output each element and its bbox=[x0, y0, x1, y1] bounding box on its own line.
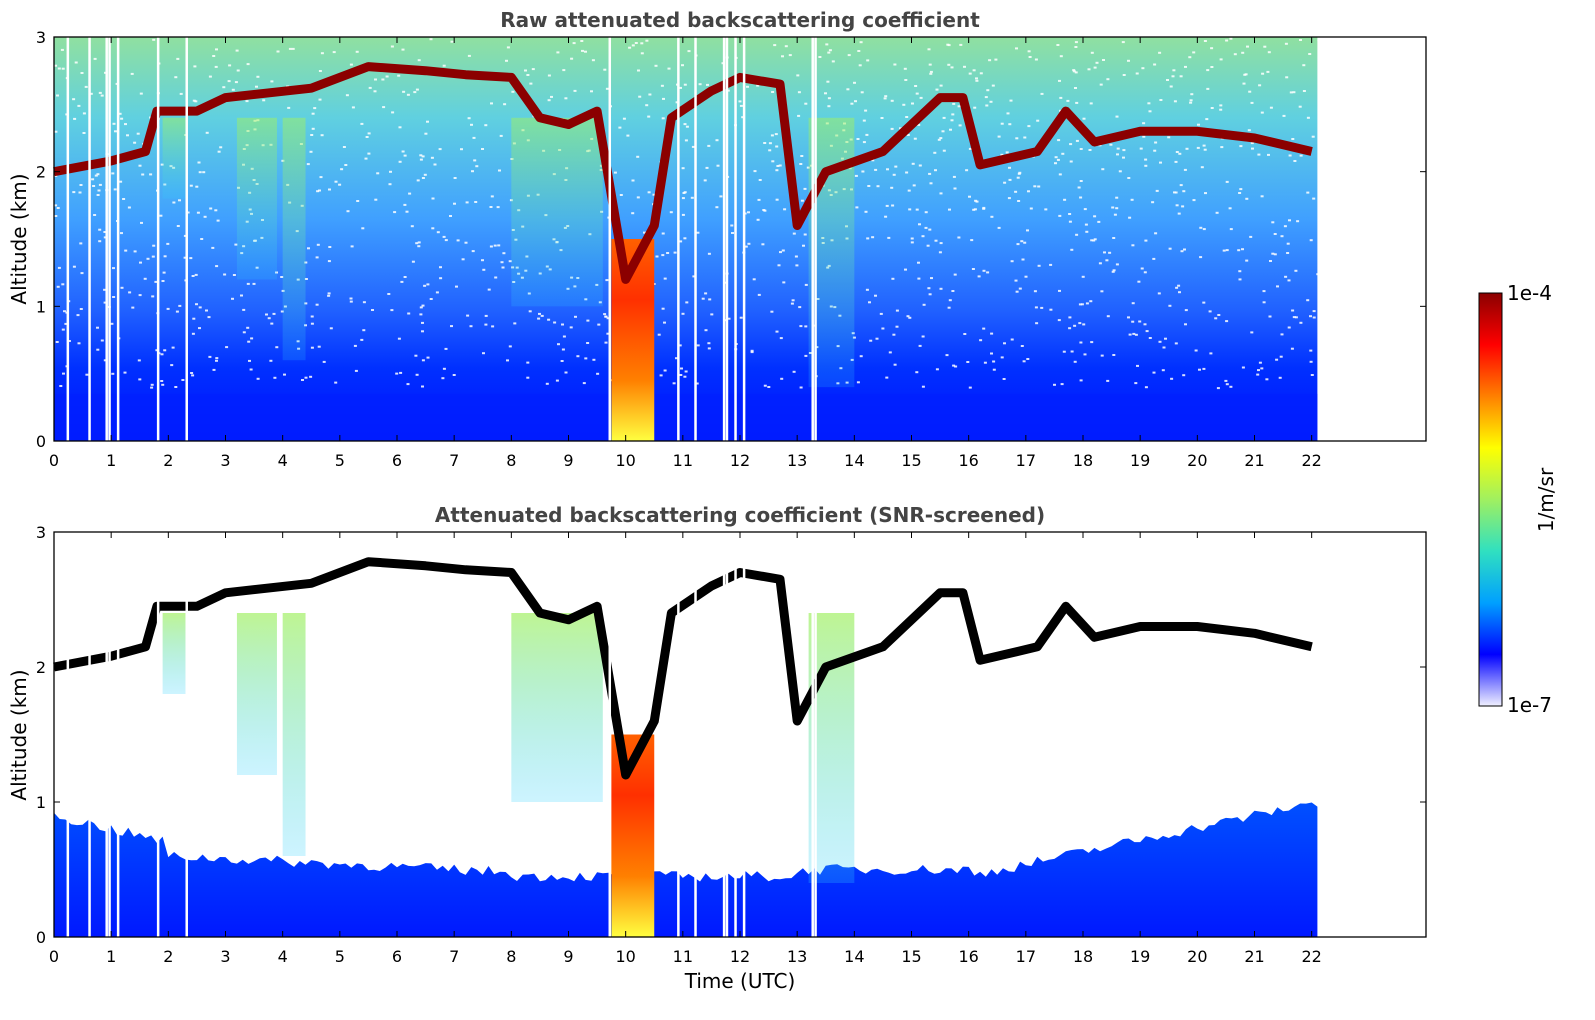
x-tick-label: 20 bbox=[1187, 947, 1207, 966]
x-tick-label: 15 bbox=[901, 947, 921, 966]
top-y-axis: 0 1 2 3 bbox=[36, 28, 1426, 451]
y-tick-label: 0 bbox=[36, 432, 46, 451]
x-tick-label: 21 bbox=[1244, 947, 1264, 966]
colorbar-unit-label: 1/m/sr bbox=[1534, 467, 1558, 532]
x-tick-label: 9 bbox=[563, 451, 573, 470]
x-tick-label: 11 bbox=[673, 451, 693, 470]
x-tick-label: 10 bbox=[615, 947, 635, 966]
x-tick-label: 17 bbox=[1016, 947, 1036, 966]
x-tick-label: 6 bbox=[392, 947, 402, 966]
x-tick-label: 15 bbox=[901, 451, 921, 470]
y-tick-label: 0 bbox=[36, 928, 46, 947]
x-tick-label: 7 bbox=[449, 947, 459, 966]
x-tick-label: 7 bbox=[449, 451, 459, 470]
colorbar-gradient bbox=[1478, 292, 1503, 707]
x-tick-label: 2 bbox=[163, 947, 173, 966]
x-tick-label: 22 bbox=[1301, 947, 1321, 966]
bottom-plot-area bbox=[53, 532, 1318, 937]
x-axis-label: Time (UTC) bbox=[684, 969, 796, 993]
colorbar: 1e-4 1e-7 1/m/sr bbox=[1478, 281, 1558, 717]
y-tick-label: 2 bbox=[36, 163, 46, 182]
x-tick-label: 14 bbox=[844, 451, 864, 470]
cloud-layer bbox=[53, 557, 1313, 780]
x-tick-label: 4 bbox=[278, 947, 288, 966]
y-tick-label: 3 bbox=[36, 523, 46, 542]
x-tick-label: 16 bbox=[958, 947, 978, 966]
boundary-layer bbox=[54, 802, 1318, 937]
x-tick-label: 8 bbox=[506, 947, 516, 966]
noise-speckle bbox=[54, 37, 1321, 390]
x-tick-label: 22 bbox=[1301, 451, 1321, 470]
x-tick-label: 3 bbox=[220, 947, 230, 966]
x-tick-label: 19 bbox=[1130, 451, 1150, 470]
colorbar-max-label: 1e-4 bbox=[1507, 281, 1552, 305]
x-tick-label: 0 bbox=[49, 947, 59, 966]
x-tick-label: 14 bbox=[844, 947, 864, 966]
bottom-x-axis: 0 1 2 3 4 5 6 7 8 9 10 11 12 13 14 15 16 17 18 19 20 21 22 bbox=[49, 532, 1322, 966]
bottom-y-axis-label: Altitude (km) bbox=[7, 669, 31, 800]
x-tick-label: 16 bbox=[958, 451, 978, 470]
x-tick-label: 5 bbox=[335, 451, 345, 470]
data-gaps bbox=[66, 532, 817, 937]
x-tick-label: 12 bbox=[730, 451, 750, 470]
near-ground-band bbox=[54, 393, 1318, 441]
x-tick-label: 20 bbox=[1187, 451, 1207, 470]
x-tick-label: 6 bbox=[392, 451, 402, 470]
top-panel: Raw attenuated backscattering coefficien… bbox=[7, 8, 1427, 470]
x-tick-label: 13 bbox=[787, 451, 807, 470]
x-tick-label: 3 bbox=[220, 451, 230, 470]
x-tick-label: 4 bbox=[278, 451, 288, 470]
y-tick-label: 1 bbox=[36, 793, 46, 812]
x-tick-label: 11 bbox=[673, 947, 693, 966]
x-tick-label: 18 bbox=[1073, 947, 1093, 966]
x-tick-label: 9 bbox=[563, 947, 573, 966]
x-tick-label: 21 bbox=[1244, 451, 1264, 470]
bottom-panel: Attenuated backscattering coefficient (S… bbox=[7, 503, 1427, 993]
x-tick-label: 19 bbox=[1130, 947, 1150, 966]
top-panel-title: Raw attenuated backscattering coefficien… bbox=[500, 8, 980, 32]
x-tick-label: 8 bbox=[506, 451, 516, 470]
y-tick-label: 1 bbox=[36, 297, 46, 316]
x-tick-label: 5 bbox=[335, 947, 345, 966]
data-gaps bbox=[66, 37, 817, 441]
x-tick-label: 2 bbox=[163, 451, 173, 470]
virga-streaks bbox=[162, 613, 855, 883]
x-tick-label: 1 bbox=[106, 451, 116, 470]
top-x-axis: 0 1 2 3 4 5 6 7 8 9 10 11 12 13 14 15 16 17 18 19 20 21 22 bbox=[49, 37, 1322, 470]
bottom-panel-title: Attenuated backscattering coefficient (S… bbox=[435, 503, 1045, 527]
y-tick-label: 3 bbox=[36, 28, 46, 47]
top-plot-area bbox=[53, 37, 1321, 441]
bottom-y-axis: 0 1 2 3 bbox=[36, 523, 1426, 947]
y-tick-label: 2 bbox=[36, 658, 46, 677]
x-tick-label: 12 bbox=[730, 947, 750, 966]
x-tick-label: 0 bbox=[49, 451, 59, 470]
cloud-layer bbox=[53, 62, 1313, 284]
x-tick-label: 1 bbox=[106, 947, 116, 966]
x-tick-label: 18 bbox=[1073, 451, 1093, 470]
top-y-axis-label: Altitude (km) bbox=[7, 173, 31, 304]
x-tick-label: 10 bbox=[615, 451, 635, 470]
x-tick-label: 13 bbox=[787, 947, 807, 966]
x-tick-label: 17 bbox=[1016, 451, 1036, 470]
colorbar-min-label: 1e-7 bbox=[1507, 693, 1552, 717]
